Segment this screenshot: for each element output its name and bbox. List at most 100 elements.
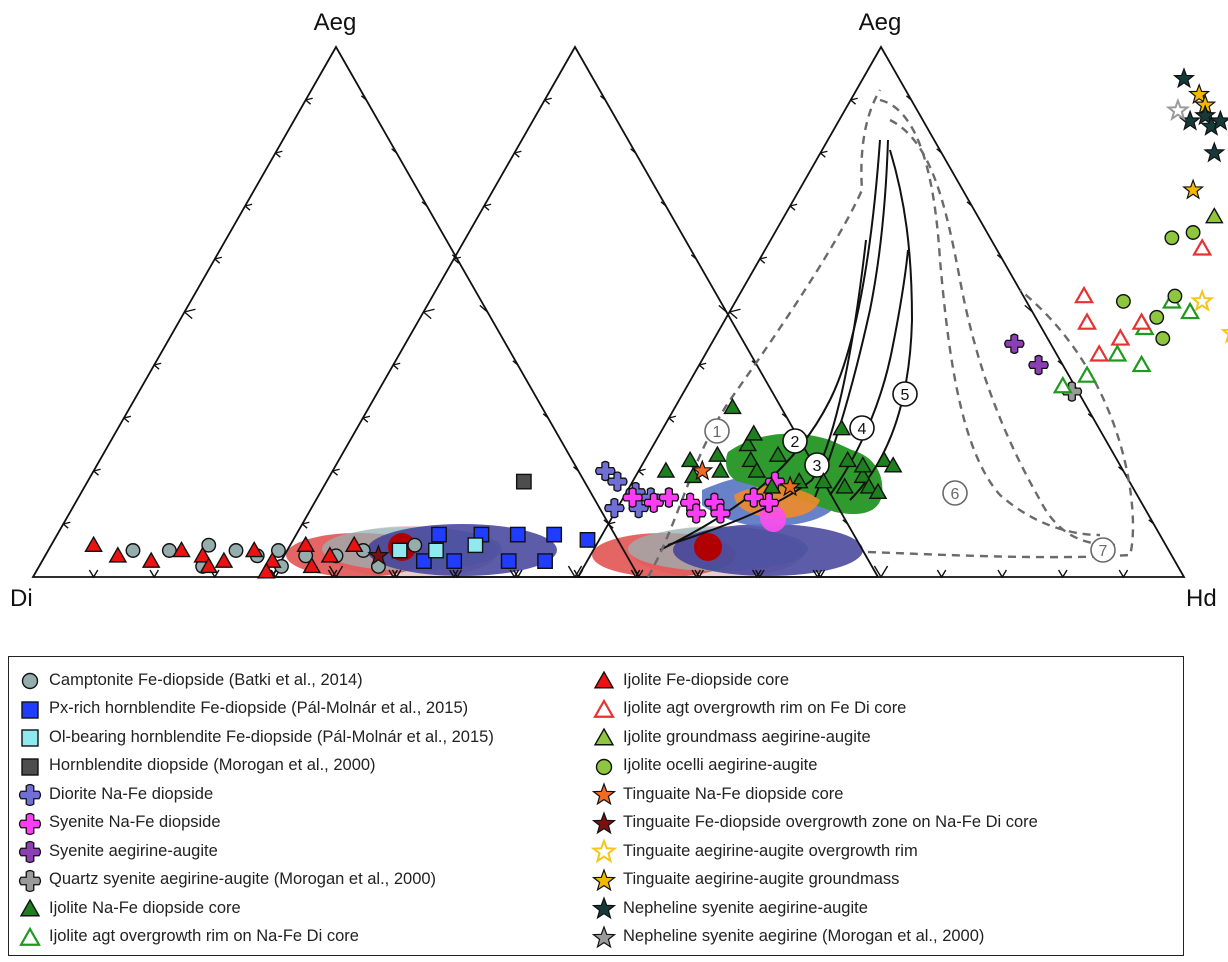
legend-symbol-triangle bbox=[593, 727, 615, 746]
triangle-frame-1 bbox=[31, 45, 641, 578]
legend-label: Quartz syenite aegirine-augite (Morogan … bbox=[49, 870, 437, 888]
curve-label-5: 5 bbox=[901, 387, 910, 404]
vertex-label-di: Di bbox=[10, 585, 33, 612]
legend-label: Ijolite agt overgrowth rim on Fe Di core bbox=[623, 699, 907, 717]
vertex-label-aeg-right: Aeg bbox=[859, 9, 902, 36]
legend-symbol-square bbox=[21, 757, 39, 776]
point-1-cross-1 bbox=[643, 492, 665, 514]
point-2-circle-3 bbox=[1167, 288, 1183, 304]
point-1-star-1 bbox=[779, 475, 802, 497]
point-2-star-0 bbox=[1172, 67, 1196, 89]
legend: Camptonite Fe-diopside (Batki et al., 20… bbox=[8, 656, 1184, 956]
field-dark-red bbox=[694, 533, 722, 561]
point-2-triangle-open-0 bbox=[1052, 375, 1073, 394]
point-1-triangle-18 bbox=[874, 450, 894, 468]
legend-marker bbox=[591, 896, 617, 920]
legend-symbol-cross bbox=[18, 812, 42, 835]
point-2-triangle-open-2 bbox=[1107, 344, 1128, 362]
point-0-circle-2 bbox=[201, 537, 217, 553]
trend-curve-dashed-3 bbox=[889, 118, 1116, 547]
legend-item-right-6: Tinguaite Fe-diopside overgrowth zone on… bbox=[589, 810, 1038, 836]
point-1-cross-8 bbox=[758, 492, 780, 514]
legend-symbol-circle bbox=[595, 758, 613, 775]
point-2-star-1 bbox=[1188, 83, 1211, 105]
point-2-triangle-0 bbox=[1204, 207, 1224, 224]
legend-item-left-9: Ijolite Na-Fe diopside core bbox=[15, 895, 241, 921]
legend-marker bbox=[18, 840, 42, 864]
point-1-triangle-15 bbox=[868, 482, 888, 499]
point-1-cross-9 bbox=[685, 503, 707, 524]
point-1-triangle-21 bbox=[744, 424, 764, 441]
curve-label-1: 1 bbox=[713, 424, 722, 441]
legend-item-right-3: Ijolite groundmass aegirine-augite bbox=[589, 724, 871, 750]
curve-label-4: 4 bbox=[858, 421, 867, 438]
curve-label-circle-1 bbox=[704, 418, 730, 444]
legend-marker bbox=[591, 782, 617, 806]
legend-marker bbox=[18, 783, 42, 807]
point-0-triangle-3 bbox=[172, 540, 191, 558]
point-0-star-0 bbox=[367, 544, 390, 566]
legend-item-left-4: Hornblendite diopside (Morogan et al., 2… bbox=[15, 753, 376, 779]
point-0-triangle-12 bbox=[257, 562, 276, 579]
curve-label-circle-5 bbox=[892, 381, 918, 407]
point-0-circle-0 bbox=[125, 543, 141, 558]
legend-label: Tinguaite aegirine-augite groundmass bbox=[623, 870, 900, 888]
point-1-triangle-19 bbox=[883, 456, 903, 473]
legend-item-left-10: Ijolite agt overgrowth rim on Na-Fe Di c… bbox=[15, 924, 359, 950]
legend-symbol-cross bbox=[18, 783, 42, 807]
point-2-triangle-open-6 bbox=[1131, 354, 1152, 373]
field-green bbox=[725, 433, 883, 515]
point-2-circle-0 bbox=[1164, 230, 1180, 246]
point-1-triangle-20 bbox=[723, 397, 742, 415]
point-1-triangle-6 bbox=[741, 450, 761, 468]
vertex-label-hd: Hd bbox=[1186, 585, 1217, 612]
point-0-square-8 bbox=[415, 553, 432, 570]
point-1-triangle-12 bbox=[835, 477, 854, 494]
point-1-triangle-16 bbox=[838, 450, 858, 468]
point-1-triangle-7 bbox=[747, 461, 767, 478]
point-0-square-6 bbox=[500, 553, 517, 570]
point-1-cross-1 bbox=[607, 471, 628, 492]
point-2-star-4 bbox=[1209, 109, 1228, 131]
legend-symbol-square bbox=[21, 729, 39, 747]
legend-label: Tinguaite aegirine-augite overgrowth rim bbox=[623, 841, 918, 860]
curve-label-7: 7 bbox=[1099, 543, 1108, 560]
legend-item-right-10: Nepheline syenite aegirine (Morogan et a… bbox=[589, 924, 984, 950]
trend-curve-dashed-1 bbox=[646, 89, 882, 578]
point-2-star-2 bbox=[1194, 104, 1217, 126]
point-0-square-4 bbox=[579, 532, 596, 548]
legend-marker bbox=[593, 698, 615, 718]
point-2-triangle-open-5 bbox=[1180, 301, 1201, 320]
point-0-triangle-7 bbox=[263, 551, 282, 568]
legend-item-left-6: Syenite Na-Fe diopside bbox=[15, 810, 221, 836]
point-2-star-5 bbox=[1203, 141, 1226, 163]
legend-marker bbox=[18, 869, 42, 892]
point-2-triangle-open-2 bbox=[1089, 344, 1110, 362]
legend-marker bbox=[18, 812, 42, 835]
point-2-triangle-open-0 bbox=[1074, 285, 1095, 304]
legend-item-right-1: Ijolite Fe-diopside core bbox=[589, 667, 789, 693]
legend-item-left-1: Camptonite Fe-diopside (Batki et al., 20… bbox=[15, 667, 363, 693]
point-2-circle-5 bbox=[1155, 331, 1171, 346]
vertex-label-aeg-left: Aeg bbox=[314, 9, 357, 36]
curve-label-circle-7 bbox=[1090, 537, 1116, 563]
legend-label: Ol-bearing hornblendite Fe-diopside (Pál… bbox=[49, 727, 494, 746]
legend-item-left-8: Quartz syenite aegirine-augite (Morogan … bbox=[15, 867, 436, 893]
point-0-circle-5 bbox=[270, 543, 286, 558]
point-0-triangle-10 bbox=[344, 535, 364, 552]
point-0-square-2 bbox=[509, 526, 526, 543]
legend-symbol-star bbox=[591, 896, 617, 920]
curve-label-3: 3 bbox=[813, 458, 822, 475]
legend-item-right-9: Nepheline syenite aegirine-augite bbox=[589, 895, 868, 921]
legend-label: Syenite aegirine-augite bbox=[49, 841, 218, 860]
legend-symbol-cross bbox=[18, 869, 42, 892]
trend-curve-solid-3 bbox=[814, 139, 889, 498]
point-0-triangle-8 bbox=[296, 535, 316, 552]
trend-curve-dashed-4 bbox=[867, 289, 1135, 559]
point-0-square-7 bbox=[537, 553, 553, 570]
point-1-triangle-8 bbox=[768, 445, 788, 462]
legend-marker bbox=[591, 867, 617, 891]
point-1-triangle-22 bbox=[832, 419, 851, 436]
legend-item-left-5: Diorite Na-Fe diopside bbox=[15, 781, 213, 807]
point-1-cross-5 bbox=[710, 503, 731, 524]
